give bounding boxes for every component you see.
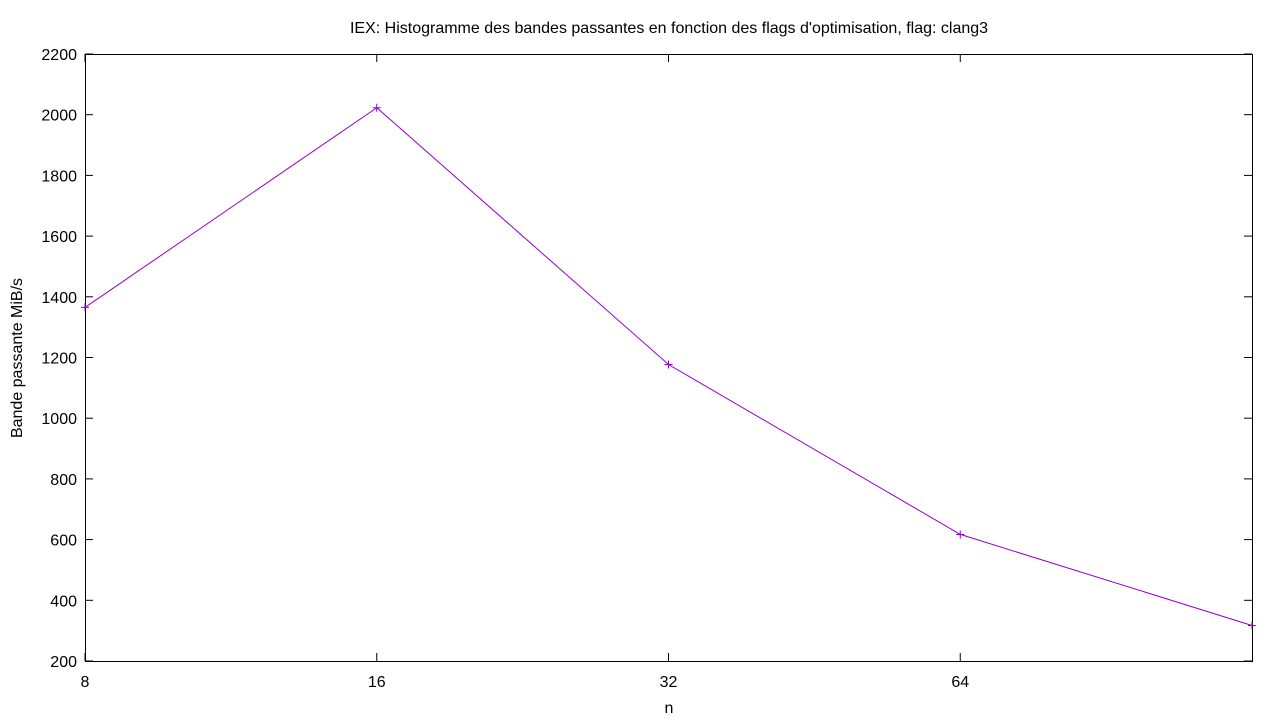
y-tick-label: 600 <box>50 533 77 550</box>
data-point-marker <box>664 360 673 369</box>
data-point-marker <box>956 530 965 539</box>
data-point-marker <box>372 103 381 112</box>
data-series <box>81 103 1256 630</box>
data-point-marker <box>81 303 89 312</box>
x-tick-label: 16 <box>368 674 386 691</box>
y-axis: 200 400 600 800 1000 1200 1400 1600 1800 2000 2200 <box>41 47 1252 671</box>
x-tick-label: 8 <box>81 674 90 691</box>
data-point-marker <box>1248 621 1256 630</box>
y-tick-label: 400 <box>50 593 77 610</box>
y-tick-label: 2200 <box>41 47 77 64</box>
y-tick-label: 1600 <box>41 229 77 246</box>
y-tick-label: 1200 <box>41 351 77 368</box>
y-tick-label: 2000 <box>41 108 77 125</box>
plot-frame <box>85 54 1253 662</box>
x-axis-label: n <box>665 700 674 717</box>
x-tick-label: 64 <box>951 674 969 691</box>
y-tick-label: 1400 <box>41 290 77 307</box>
y-tick-label: 1800 <box>41 168 77 185</box>
y-tick-label: 1000 <box>41 411 77 428</box>
chart-title: IEX: Histogramme des bandes passantes en… <box>350 20 988 37</box>
y-tick-label: 200 <box>50 654 77 671</box>
x-tick-label: 32 <box>660 674 678 691</box>
y-tick-label: 800 <box>50 472 77 489</box>
x-axis: 8 16 32 64 <box>81 54 969 691</box>
y-axis-label: Bande passante MiB/s <box>9 278 26 438</box>
